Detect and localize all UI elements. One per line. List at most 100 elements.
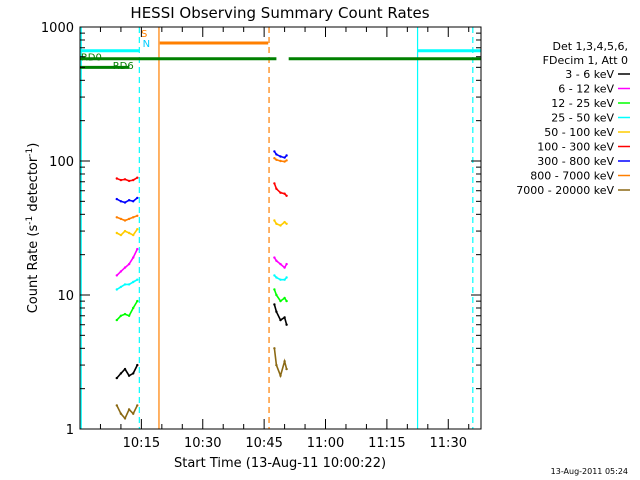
data-point (273, 274, 276, 277)
series-line (116, 300, 138, 321)
data-point (123, 178, 127, 181)
data-point (123, 219, 127, 222)
data-point (275, 153, 278, 156)
data-point (127, 314, 131, 317)
data-point (275, 293, 278, 297)
data-point (283, 296, 286, 300)
footer-timestamp: 13-Aug-2011 05:24 (551, 467, 628, 476)
series-line (116, 228, 138, 237)
data-point (275, 187, 278, 190)
legend-label: 25 - 50 keV (551, 112, 614, 125)
data-point (115, 288, 119, 291)
legend-label: 50 - 100 keV (544, 126, 614, 139)
data-point (132, 256, 135, 259)
data-point (285, 159, 288, 162)
data-point (273, 150, 276, 153)
data-point (273, 182, 276, 185)
data-point (136, 247, 139, 251)
data-point (127, 217, 131, 221)
data-point (279, 224, 282, 227)
data-point (132, 233, 135, 237)
data-point (275, 259, 278, 262)
data-point (283, 360, 286, 363)
x-tick-label: 11:15 (368, 436, 405, 451)
y-tick-label: 1 (66, 423, 74, 438)
series-line (116, 215, 138, 222)
y-axis: 1 10 100 1000 (41, 21, 481, 438)
vertical-markers (80, 27, 474, 429)
data-point (119, 217, 123, 221)
data-point (127, 283, 131, 286)
data-point (123, 201, 127, 204)
data-point (115, 216, 119, 219)
data-point (115, 231, 119, 235)
data-point (132, 412, 135, 415)
data-point (115, 177, 119, 180)
data-point (279, 278, 282, 281)
data-point (127, 408, 131, 411)
data-point (273, 288, 276, 291)
x-axis-label: Start Time (13-Aug-11 10:00:22) (174, 456, 386, 471)
data-point (136, 278, 139, 281)
data-point (275, 276, 278, 279)
data-point (123, 312, 127, 316)
data-point (283, 266, 286, 269)
data-point (123, 283, 127, 286)
data-point (127, 199, 131, 202)
legend-label: 7000 - 20000 keV (516, 184, 614, 197)
data-point (119, 372, 123, 375)
data-point (115, 376, 119, 380)
data-point (285, 276, 288, 279)
y-tick-label: 1000 (41, 21, 74, 36)
data-point (279, 299, 282, 303)
data-point (136, 176, 139, 179)
series-line (116, 405, 139, 420)
data-point (136, 404, 139, 407)
data-point (119, 200, 123, 203)
data-point (283, 192, 286, 195)
data-point (283, 316, 286, 319)
data-point (283, 160, 286, 163)
x-tick-label: 10:30 (184, 436, 221, 451)
series-lines (115, 150, 288, 420)
x-tick-label: 11:00 (307, 436, 344, 451)
data-point (127, 231, 131, 235)
flag-label: RD0 (81, 53, 102, 64)
data-point (115, 197, 119, 201)
legend-label: 12 - 25 keV (551, 97, 614, 110)
data-point (285, 154, 288, 157)
y-axis-label: Count Rate (s-1 detector-1) (25, 143, 41, 314)
data-point (123, 266, 127, 269)
data-point (273, 303, 276, 306)
legend-label: 300 - 800 keV (537, 155, 614, 168)
x-tick-label: 10:45 (245, 436, 282, 451)
chart-title: HESSI Observing Summary Count Rates (130, 4, 429, 22)
data-point (283, 278, 286, 281)
data-point (285, 222, 288, 225)
series-line (116, 279, 138, 291)
x-axis: 10:15 10:30 10:45 11:00 11:15 11:30 (99, 27, 470, 451)
data-point (279, 155, 282, 158)
data-point (132, 216, 135, 219)
data-point (119, 412, 123, 415)
data-point (119, 314, 123, 317)
legend-label: 800 - 7000 keV (530, 170, 614, 183)
data-point (123, 367, 127, 371)
data-point (136, 299, 139, 303)
data-point (273, 347, 276, 350)
data-point (115, 274, 119, 277)
data-point (279, 262, 282, 266)
data-point (279, 159, 282, 163)
series-line (273, 257, 288, 269)
data-point (275, 310, 278, 313)
y-tick-label: 10 (57, 289, 74, 304)
data-point (115, 318, 119, 322)
data-point (285, 367, 288, 371)
plot-frame (79, 26, 482, 430)
data-point (285, 262, 288, 266)
data-point (283, 220, 286, 224)
data-point (275, 158, 278, 161)
legend-label: 3 - 6 keV (565, 68, 614, 81)
data-point (119, 285, 123, 289)
